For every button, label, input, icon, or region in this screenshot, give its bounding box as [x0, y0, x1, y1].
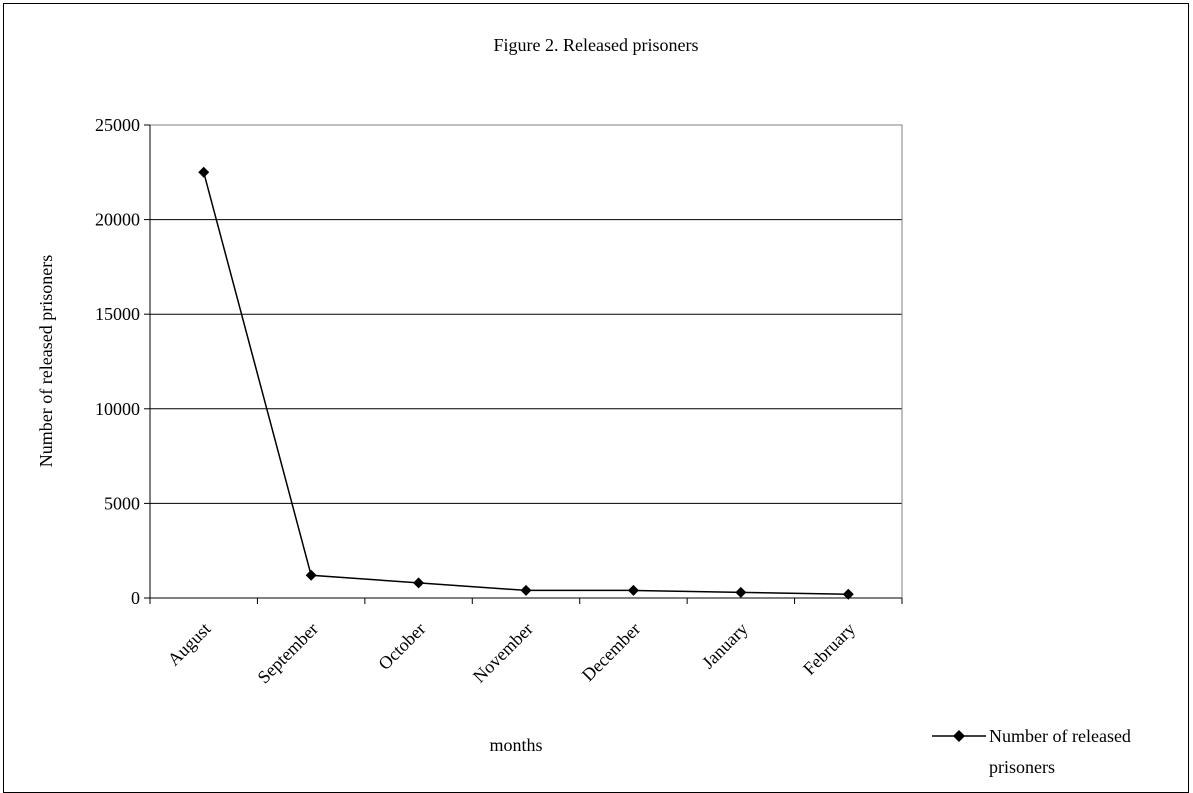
- y-tick-label: 10000: [95, 399, 140, 419]
- data-point: [520, 584, 532, 596]
- x-tick-label: October: [374, 619, 429, 674]
- y-tick-label: 5000: [104, 493, 140, 513]
- series-group: [198, 166, 854, 600]
- x-axis-ticks: August September October November December Ja…: [149, 598, 903, 688]
- x-tick-label: November: [469, 619, 537, 687]
- x-tick-label: January: [698, 619, 752, 673]
- x-tick-label: August: [164, 619, 215, 670]
- data-point: [413, 577, 425, 589]
- data-point: [627, 584, 639, 596]
- data-point: [842, 588, 854, 600]
- legend-label-line1: Number of released: [989, 726, 1131, 746]
- y-tick-label: 25000: [95, 115, 140, 135]
- legend: Number of released prisoners: [932, 726, 1131, 777]
- x-tick-label: September: [253, 619, 322, 688]
- legend-label-line2: prisoners: [989, 757, 1055, 777]
- y-axis-ticks: 0 5000 10000 15000 20000 25000: [95, 115, 150, 608]
- y-tick-label: 0: [131, 588, 140, 608]
- y-tick-label: 15000: [95, 304, 140, 324]
- plot-area: [149, 124, 903, 599]
- y-axis-label: Number of released prisoners: [36, 255, 56, 467]
- y-tick-label: 20000: [95, 210, 140, 230]
- series-line: [202, 172, 849, 595]
- data-point: [735, 586, 747, 598]
- data-point: [198, 166, 210, 178]
- x-tick-label: February: [799, 619, 859, 679]
- gridlines: [150, 219, 902, 504]
- chart-title: Figure 2. Released prisoners: [494, 35, 699, 55]
- x-tick-label: December: [578, 619, 644, 685]
- data-point: [305, 569, 317, 581]
- legend-marker: [953, 730, 965, 742]
- x-axis-label: months: [489, 735, 542, 755]
